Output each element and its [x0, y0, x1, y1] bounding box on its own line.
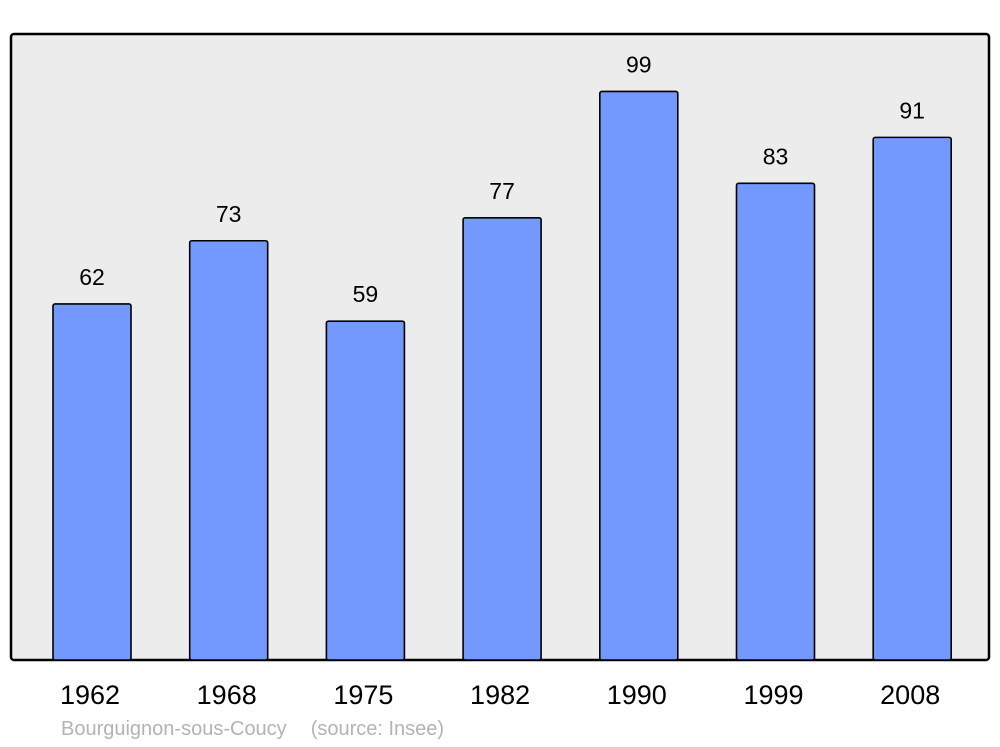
x-tick-label-1982: 1982 — [470, 680, 530, 710]
bar-2008 — [872, 136, 953, 661]
x-tick-label-1962: 1962 — [60, 680, 120, 710]
x-tick-label-2008: 2008 — [880, 680, 940, 710]
data-label-1962: 62 — [79, 264, 105, 290]
data-label-1982: 77 — [489, 178, 515, 204]
x-tick-label-1968: 1968 — [197, 680, 257, 710]
bar-1982 — [462, 216, 542, 661]
bar-1975 — [325, 320, 406, 661]
bar-1968 — [188, 239, 269, 661]
bar-1999 — [735, 182, 816, 661]
data-label-1975: 59 — [353, 281, 379, 307]
caption-place: Bourguignon-sous-Coucy — [61, 718, 287, 740]
data-label-2008: 91 — [899, 97, 925, 123]
data-label-1999: 83 — [763, 143, 789, 169]
caption-source: (source: Insee) — [310, 718, 445, 740]
x-tick-label-1990: 1990 — [607, 680, 667, 710]
data-label-1968: 73 — [216, 201, 242, 227]
bar-1962 — [52, 303, 132, 661]
chart-caption: Bourguignon-sous-Coucy (source: Insee) — [61, 718, 468, 741]
x-tick-label-1999: 1999 — [743, 680, 803, 710]
data-label-1990: 99 — [626, 51, 652, 77]
bar-1990 — [598, 90, 679, 661]
x-tick-label-1975: 1975 — [333, 680, 393, 710]
